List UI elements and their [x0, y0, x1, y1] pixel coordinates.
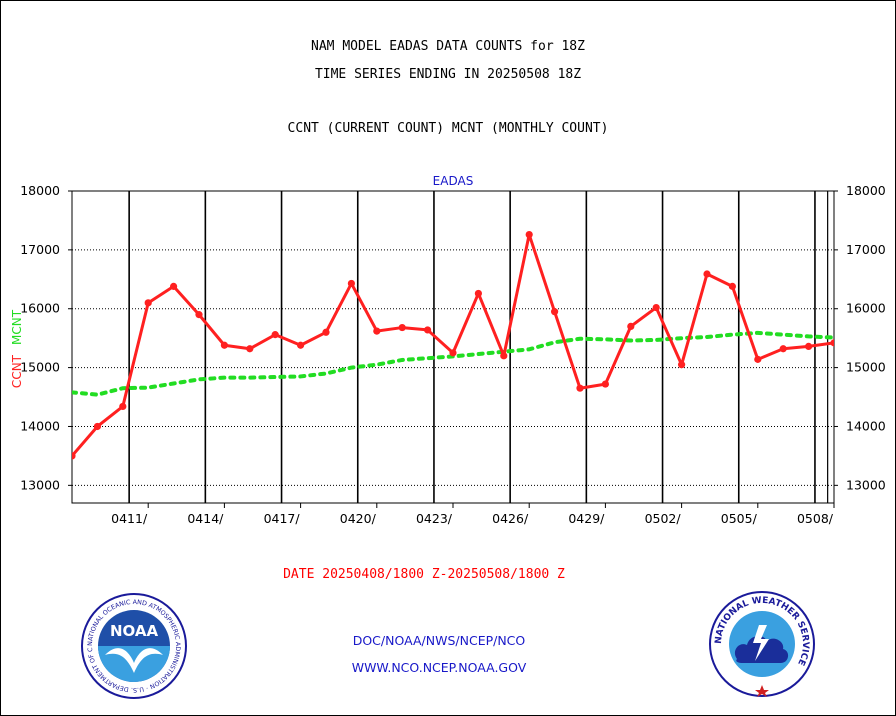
data-point-ccnt	[72, 452, 76, 460]
data-point-ccnt	[805, 342, 813, 351]
x-tick-label: 0414/	[187, 511, 224, 526]
y-tick-label-right: 16000	[846, 301, 886, 316]
grid-layer	[71, 190, 835, 504]
data-point-ccnt	[525, 230, 533, 239]
x-tick-label: 0508/	[797, 511, 834, 526]
x-tick-label: 0411/	[111, 511, 148, 526]
y-axis-label-ccnt: CCNT	[10, 354, 24, 388]
y-axis-label: CCNT MCNT	[10, 309, 24, 388]
y-tick-label-left: 17000	[20, 242, 60, 257]
data-point-ccnt	[424, 326, 432, 334]
series-line-ccnt	[72, 233, 834, 457]
data-point-ccnt	[500, 352, 508, 360]
y-tick-label-left: 18000	[20, 183, 60, 198]
seagull-icon	[105, 648, 163, 673]
data-point-ccnt	[449, 349, 457, 357]
data-point-ccnt	[551, 308, 559, 316]
data-point-ccnt	[728, 282, 737, 290]
doc-link[interactable]: DOC/NOAA/NWS/NCEP/NCO	[352, 633, 526, 648]
x-tick-label: 0505/	[721, 511, 758, 526]
data-point-ccnt	[779, 345, 787, 353]
series-layer	[72, 230, 834, 460]
chart-title-line2: TIME SERIES ENDING IN 20250508 18Z	[314, 67, 582, 82]
data-point-ccnt	[144, 299, 152, 307]
axis-layer: 13000 13000 14000 14000 15000 15000 16000 16000…	[10, 174, 886, 526]
data-point-ccnt	[576, 384, 584, 392]
plot-frame	[71, 190, 835, 504]
lightning-icon	[753, 625, 769, 661]
y-tick-label-left: 13000	[20, 477, 60, 492]
x-tick-label: 0429/	[568, 511, 605, 526]
data-point-ccnt	[652, 303, 660, 312]
data-point-ccnt	[754, 355, 762, 363]
x-tick-label: 0502/	[645, 511, 682, 526]
data-point-ccnt	[170, 282, 178, 290]
data-point-ccnt	[93, 422, 101, 431]
y-tick-label-right: 14000	[846, 418, 886, 433]
x-tick-label: 0420/	[340, 511, 377, 526]
data-point-ccnt	[678, 361, 686, 369]
y-tick-label-right: 15000	[846, 360, 886, 375]
data-point-ccnt	[830, 339, 834, 347]
noaa-logo-text: NOAA	[110, 622, 159, 640]
website-link[interactable]: WWW.NCO.NCEP.NOAA.GOV	[351, 660, 527, 675]
y-tick-label-left: 16000	[20, 301, 60, 316]
y-tick-label-left: 15000	[20, 360, 60, 375]
x-tick-label: 0417/	[264, 511, 301, 526]
data-point-ccnt	[220, 341, 228, 349]
y-tick-label-left: 14000	[20, 418, 60, 433]
data-point-ccnt	[195, 311, 203, 319]
data-point-ccnt	[474, 289, 482, 298]
data-point-ccnt	[297, 341, 305, 349]
date-range-label: DATE 20250408/1800 Z-20250508/1800 Z	[283, 567, 565, 582]
data-point-ccnt	[119, 402, 127, 411]
data-point-ccnt	[347, 279, 355, 288]
x-tick-label: 0426/	[492, 511, 529, 526]
data-point-ccnt	[373, 327, 381, 335]
data-point-ccnt	[271, 331, 279, 339]
series-line-mcnt	[72, 330, 834, 397]
data-point-ccnt	[398, 323, 406, 332]
nws-logo: NATIONAL WEATHER SERVICE	[709, 591, 815, 697]
chart-title-line1: NAM MODEL EADAS DATA COUNTS for 18Z	[311, 39, 585, 54]
noaa-logo: NOAA NATIONAL OCEANIC AND ATMOSPHERIC AD…	[81, 593, 187, 699]
y-tick-label-right: 18000	[846, 183, 886, 198]
data-point-ccnt	[246, 345, 254, 353]
data-point-ccnt	[322, 328, 330, 336]
y-tick-label-right: 17000	[846, 242, 886, 257]
data-point-ccnt	[627, 322, 635, 330]
y-tick-label-right: 13000	[846, 477, 886, 492]
data-point-ccnt	[601, 380, 610, 388]
y-axis-label-mcnt: MCNT	[10, 309, 24, 345]
data-point-ccnt	[703, 270, 711, 278]
x-tick-label: 0423/	[416, 511, 453, 526]
star-icon	[755, 685, 769, 697]
panel-title: EADAS	[433, 174, 474, 188]
series-description: CCNT (CURRENT COUNT) MCNT (MONTHLY COUNT…	[287, 121, 609, 136]
